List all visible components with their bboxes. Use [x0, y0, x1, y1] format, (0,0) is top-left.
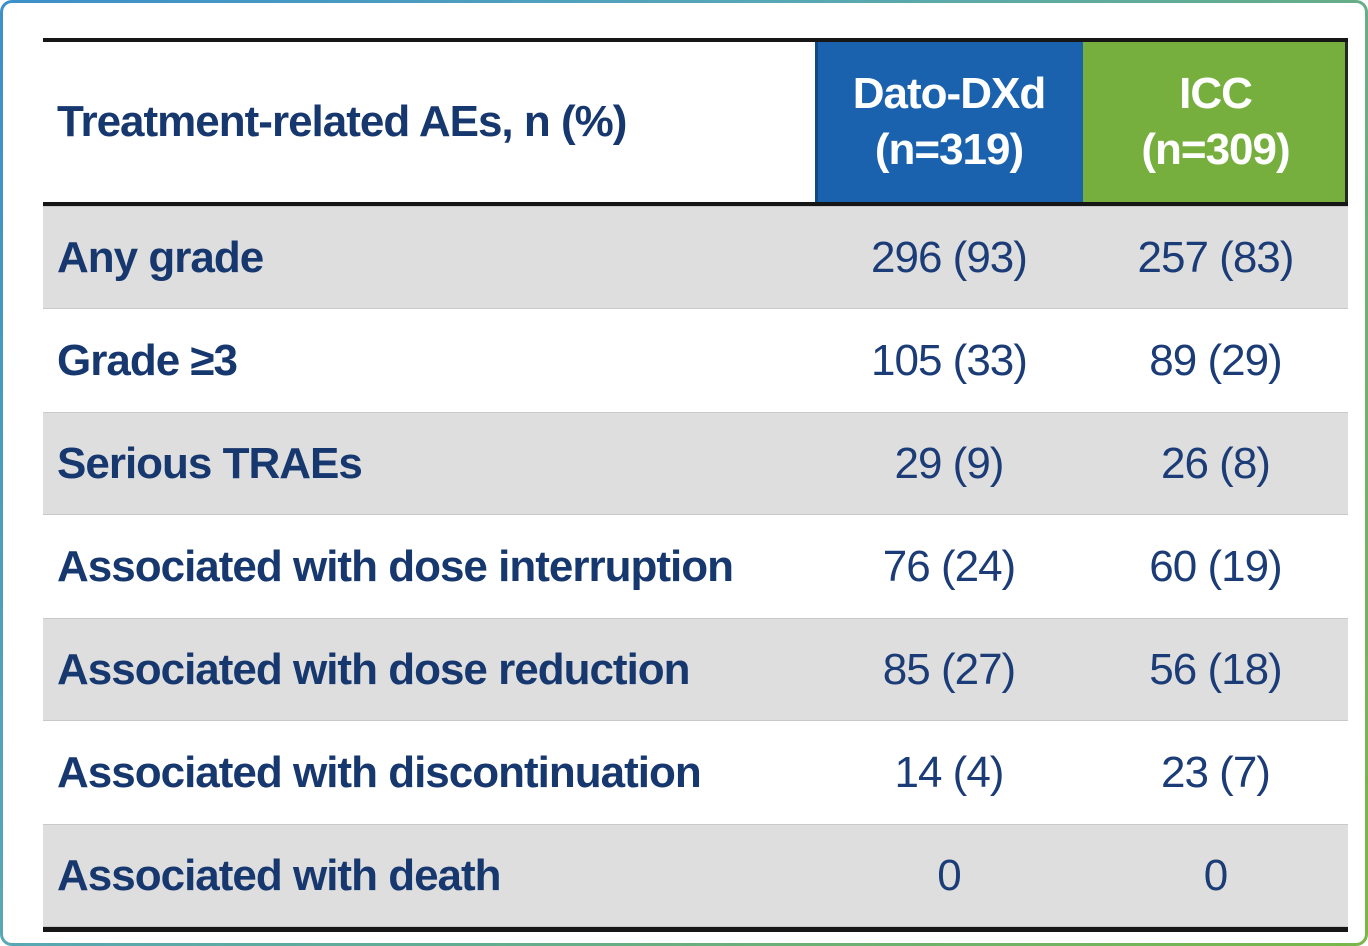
table-header-row: Treatment-related AEs, n (%) Dato-DXd (n… [43, 42, 1348, 202]
row-label: Associated with discontinuation [57, 747, 702, 797]
icc-name: ICC [1179, 69, 1253, 119]
dato-value: 29 (9) [894, 438, 1005, 488]
header-bottom-rule [43, 202, 1348, 206]
dato-value: 296 (93) [871, 232, 1028, 282]
row-label: Serious TRAEs [57, 438, 363, 488]
treatment-related-aes-table: Treatment-related AEs, n (%) Dato-DXd (n… [43, 38, 1348, 932]
table-row-dose-reduction: Associated with dose reduction 85 (27) 5… [43, 618, 1348, 721]
row-label: Grade ≥3 [57, 335, 238, 385]
icc-value: 56 (18) [1149, 644, 1282, 694]
table-title: Treatment-related AEs, n (%) [57, 97, 627, 146]
dato-dxd-name: Dato-DXd [852, 69, 1046, 119]
row-label: Associated with dose reduction [57, 644, 691, 694]
table-row-grade-ge3: Grade ≥3 105 (33) 89 (29) [43, 309, 1348, 412]
column-header-icc: ICC (n=309) [1083, 42, 1348, 202]
dato-value: 0 [937, 850, 961, 900]
icc-value: 0 [1203, 850, 1228, 900]
row-label: Associated with dose interruption [57, 541, 734, 591]
dato-value: 76 (24) [882, 541, 1016, 591]
table-row-any-grade: Any grade 296 (93) 257 (83) [43, 206, 1348, 309]
icc-value: 23 (7) [1161, 747, 1271, 797]
icc-n: (n=309) [1141, 125, 1290, 174]
table-bottom-rule [43, 927, 1348, 932]
dato-value: 85 (27) [882, 644, 1016, 694]
column-header-dato-dxd: Dato-DXd (n=319) [815, 42, 1083, 202]
icc-value: 60 (19) [1149, 541, 1282, 591]
row-label: Any grade [57, 232, 264, 282]
table-row-death: Associated with death 0 0 [43, 824, 1348, 927]
row-label: Associated with death [57, 850, 502, 900]
table-top-rule [43, 38, 1348, 42]
icc-value: 257 (83) [1137, 232, 1295, 282]
icc-value: 89 (29) [1149, 335, 1282, 385]
dato-value: 105 (33) [871, 335, 1028, 385]
dato-value: 14 (4) [894, 747, 1005, 797]
table-row-serious-traes: Serious TRAEs 29 (9) 26 (8) [43, 412, 1348, 515]
icc-value: 26 (8) [1161, 438, 1271, 488]
dato-dxd-n: (n=319) [874, 125, 1024, 174]
table-row-discontinuation: Associated with discontinuation 14 (4) 2… [43, 721, 1348, 824]
table-row-dose-interruption: Associated with dose interruption 76 (24… [43, 515, 1348, 618]
header-label-cell: Treatment-related AEs, n (%) [43, 42, 815, 202]
